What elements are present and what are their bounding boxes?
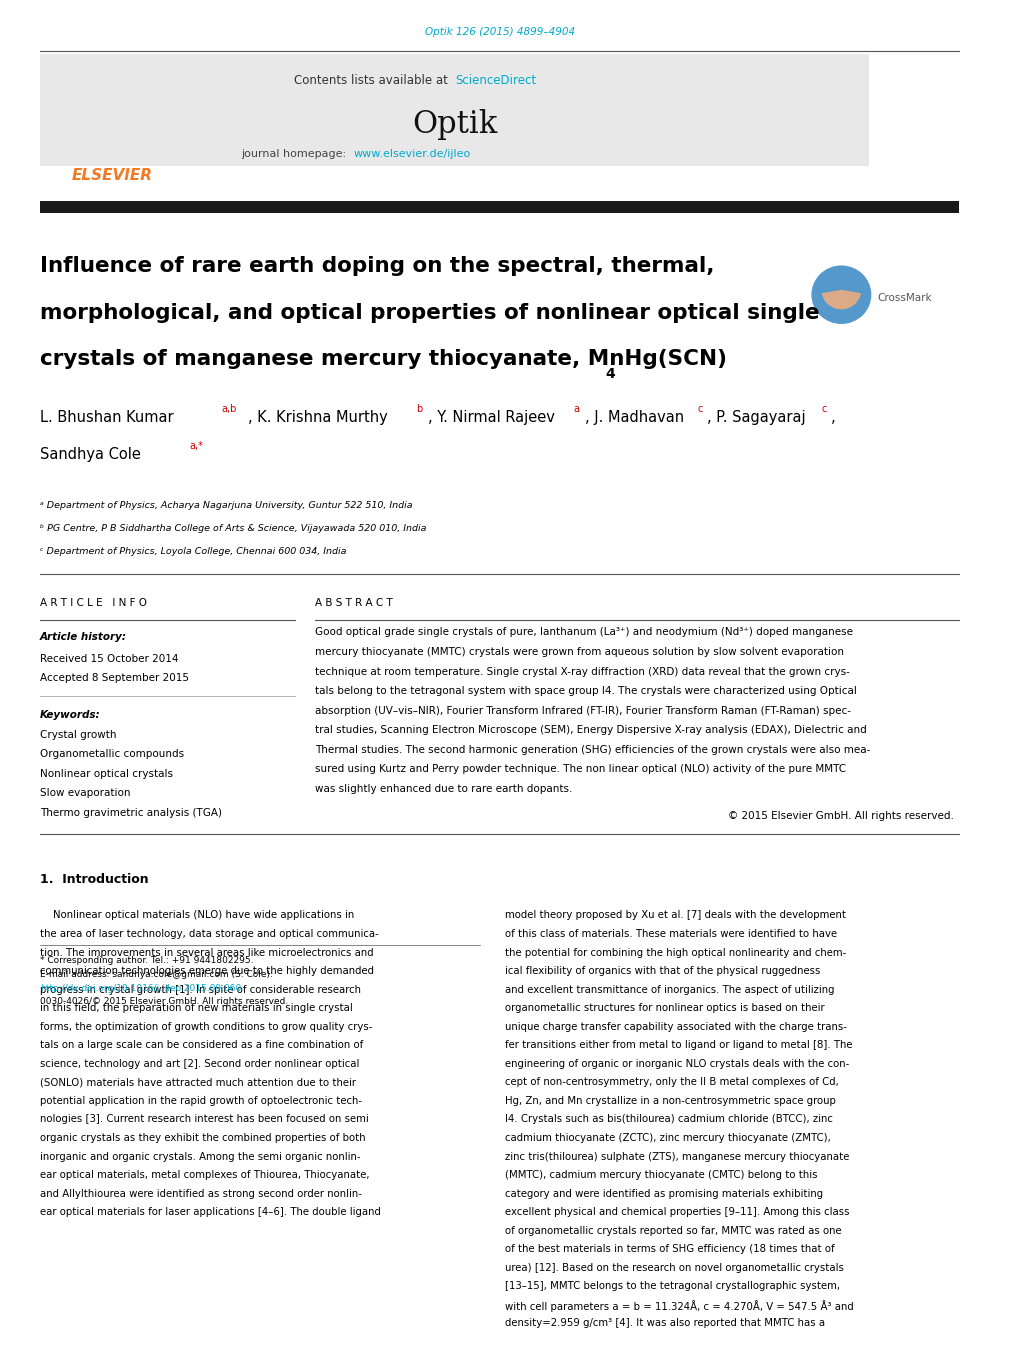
Text: Optik 126 (2015) 4899–4904: Optik 126 (2015) 4899–4904: [424, 27, 574, 38]
Text: nologies [3]. Current research interest has been focused on semi: nologies [3]. Current research interest …: [40, 1115, 368, 1124]
Text: (SONLO) materials have attracted much attention due to their: (SONLO) materials have attracted much at…: [40, 1077, 356, 1088]
Text: communication technologies emerge due to the highly demanded: communication technologies emerge due to…: [40, 966, 374, 977]
Text: CrossMark: CrossMark: [876, 293, 931, 303]
Text: of the best materials in terms of SHG efficiency (18 times that of: of the best materials in terms of SHG ef…: [504, 1244, 834, 1254]
Text: science, technology and art [2]. Second order nonlinear optical: science, technology and art [2]. Second …: [40, 1059, 359, 1069]
Text: a,b: a,b: [221, 404, 237, 413]
Text: was slightly enhanced due to rare earth dopants.: was slightly enhanced due to rare earth …: [315, 784, 572, 793]
Text: Nonlinear optical materials (NLO) have wide applications in: Nonlinear optical materials (NLO) have w…: [40, 911, 354, 920]
Text: the area of laser technology, data storage and optical communica-: the area of laser technology, data stora…: [40, 929, 378, 939]
Bar: [40, 201, 958, 212]
Text: potential application in the rapid growth of optoelectronic tech-: potential application in the rapid growt…: [40, 1096, 362, 1106]
Text: tals on a large scale can be considered as a fine combination of: tals on a large scale can be considered …: [40, 1040, 363, 1050]
Text: ,: ,: [829, 409, 835, 424]
Text: Contents lists available at: Contents lists available at: [293, 74, 451, 88]
Text: A B S T R A C T: A B S T R A C T: [315, 598, 392, 608]
Text: a: a: [573, 404, 579, 413]
Text: , J. Madhavan: , J. Madhavan: [584, 409, 683, 424]
Text: inorganic and organic crystals. Among the semi organic nonlin-: inorganic and organic crystals. Among th…: [40, 1151, 360, 1162]
Text: I4. Crystals such as bis(thilourea) cadmium chloride (BTCC), zinc: I4. Crystals such as bis(thilourea) cadm…: [504, 1115, 832, 1124]
Text: technique at room temperature. Single crystal X-ray diffraction (XRD) data revea: technique at room temperature. Single cr…: [315, 666, 849, 677]
Text: ear optical materials, metal complexes of Thiourea, Thiocyanate,: ear optical materials, metal complexes o…: [40, 1170, 369, 1179]
Text: ELSEVIER: ELSEVIER: [72, 168, 153, 184]
Wedge shape: [821, 290, 860, 309]
Text: engineering of organic or inorganic NLO crystals deals with the con-: engineering of organic or inorganic NLO …: [504, 1059, 848, 1069]
Text: Hg, Zn, and Mn crystallize in a non-centrosymmetric space group: Hg, Zn, and Mn crystallize in a non-cent…: [504, 1096, 835, 1106]
Text: organic crystals as they exhibit the combined properties of both: organic crystals as they exhibit the com…: [40, 1133, 365, 1143]
Text: Thermo gravimetric analysis (TGA): Thermo gravimetric analysis (TGA): [40, 808, 222, 817]
Text: Nonlinear optical crystals: Nonlinear optical crystals: [40, 769, 173, 780]
Text: mercury thiocyanate (MMTC) crystals were grown from aqueous solution by slow sol: mercury thiocyanate (MMTC) crystals were…: [315, 647, 843, 657]
Text: Influence of rare earth doping on the spectral, thermal,: Influence of rare earth doping on the sp…: [40, 255, 713, 276]
Text: density=2.959 g/cm³ [4]. It was also reported that MMTC has a: density=2.959 g/cm³ [4]. It was also rep…: [504, 1319, 824, 1328]
Text: with cell parameters a = b = 11.324Å, c = 4.270Å, V = 547.5 Å³ and: with cell parameters a = b = 11.324Å, c …: [504, 1300, 853, 1312]
FancyBboxPatch shape: [40, 54, 868, 166]
Text: Keywords:: Keywords:: [40, 711, 101, 720]
Text: ear optical materials for laser applications [4–6]. The double ligand: ear optical materials for laser applicat…: [40, 1208, 380, 1217]
Text: A R T I C L E   I N F O: A R T I C L E I N F O: [40, 598, 147, 608]
Text: * Corresponding author. Tel.: +91 9441802295.: * Corresponding author. Tel.: +91 944180…: [40, 957, 254, 966]
Text: ᶜ Department of Physics, Loyola College, Chennai 600 034, India: ᶜ Department of Physics, Loyola College,…: [40, 547, 346, 557]
Text: a,*: a,*: [190, 440, 204, 451]
Text: urea) [12]. Based on the research on novel organometallic crystals: urea) [12]. Based on the research on nov…: [504, 1263, 843, 1273]
Text: Sandhya Cole: Sandhya Cole: [40, 447, 141, 462]
Text: 4: 4: [605, 367, 614, 381]
Text: forms, the optimization of growth conditions to grow quality crys-: forms, the optimization of growth condit…: [40, 1021, 372, 1032]
Text: 1.  Introduction: 1. Introduction: [40, 873, 149, 886]
Text: excellent physical and chemical properties [9–11]. Among this class: excellent physical and chemical properti…: [504, 1208, 848, 1217]
Text: morphological, and optical properties of nonlinear optical single: morphological, and optical properties of…: [40, 303, 819, 323]
Text: ᵇ PG Centre, P B Siddhartha College of Arts & Science, Vijayawada 520 010, India: ᵇ PG Centre, P B Siddhartha College of A…: [40, 524, 426, 534]
Text: tral studies, Scanning Electron Microscope (SEM), Energy Dispersive X-ray analys: tral studies, Scanning Electron Microsco…: [315, 725, 866, 735]
Text: E-mail address: sandhya.cole@gmail.com (S. Cole).: E-mail address: sandhya.cole@gmail.com (…: [40, 970, 272, 979]
Text: ical flexibility of organics with that of the physical ruggedness: ical flexibility of organics with that o…: [504, 966, 819, 977]
Text: Good optical grade single crystals of pure, lanthanum (La³⁺) and neodymium (Nd³⁺: Good optical grade single crystals of pu…: [315, 627, 852, 638]
Text: , Y. Nirmal Rajeev: , Y. Nirmal Rajeev: [427, 409, 554, 424]
Text: [13–15], MMTC belongs to the tetragonal crystallographic system,: [13–15], MMTC belongs to the tetragonal …: [504, 1281, 839, 1292]
Text: of this class of materials. These materials were identified to have: of this class of materials. These materi…: [504, 929, 836, 939]
Text: Thermal studies. The second harmonic generation (SHG) efficiencies of the grown : Thermal studies. The second harmonic gen…: [315, 744, 869, 755]
Text: fer transitions either from metal to ligand or ligand to metal [8]. The: fer transitions either from metal to lig…: [504, 1040, 851, 1050]
Text: www.elsevier.de/ijleo: www.elsevier.de/ijleo: [354, 149, 471, 159]
Text: tals belong to the tetragonal system with space group I4. The crystals were char: tals belong to the tetragonal system wit…: [315, 686, 856, 696]
Text: Organometallic compounds: Organometallic compounds: [40, 750, 183, 759]
Text: Slow evaporation: Slow evaporation: [40, 789, 130, 798]
Text: unique charge transfer capability associated with the charge trans-: unique charge transfer capability associ…: [504, 1021, 846, 1032]
Text: crystals of manganese mercury thiocyanate, MnHg(SCN): crystals of manganese mercury thiocyanat…: [40, 350, 727, 369]
Text: Crystal growth: Crystal growth: [40, 730, 116, 740]
Text: of organometallic crystals reported so far, MMTC was rated as one: of organometallic crystals reported so f…: [504, 1225, 841, 1236]
Text: http://dx.doi.org/10.1016/j.ijleo.2015.09.060: http://dx.doi.org/10.1016/j.ijleo.2015.0…: [40, 984, 240, 993]
Text: 0030-4026/© 2015 Elsevier GmbH. All rights reserved.: 0030-4026/© 2015 Elsevier GmbH. All righ…: [40, 997, 288, 1006]
Text: sured using Kurtz and Perry powder technique. The non linear optical (NLO) activ: sured using Kurtz and Perry powder techn…: [315, 765, 845, 774]
Text: © 2015 Elsevier GmbH. All rights reserved.: © 2015 Elsevier GmbH. All rights reserve…: [728, 811, 954, 821]
Text: organometallic structures for nonlinear optics is based on their: organometallic structures for nonlinear …: [504, 1004, 823, 1013]
Text: and excellent transmittance of inorganics. The aspect of utilizing: and excellent transmittance of inorganic…: [504, 985, 834, 994]
Text: ᵃ Department of Physics, Acharya Nagarjuna University, Guntur 522 510, India: ᵃ Department of Physics, Acharya Nagarju…: [40, 501, 413, 509]
Text: cept of non-centrosymmetry, only the II B metal complexes of Cd,: cept of non-centrosymmetry, only the II …: [504, 1077, 838, 1088]
Text: Received 15 October 2014: Received 15 October 2014: [40, 654, 178, 663]
Text: progress in crystal growth [1]. In spite of considerable research: progress in crystal growth [1]. In spite…: [40, 985, 361, 994]
Text: , P. Sagayaraj: , P. Sagayaraj: [707, 409, 805, 424]
Text: in this field, the preparation of new materials in single crystal: in this field, the preparation of new ma…: [40, 1004, 353, 1013]
Text: tion. The improvements in several areas like microelectronics and: tion. The improvements in several areas …: [40, 947, 373, 958]
Text: and Allylthiourea were identified as strong second order nonlin-: and Allylthiourea were identified as str…: [40, 1189, 362, 1198]
Text: , K. Krishna Murthy: , K. Krishna Murthy: [248, 409, 387, 424]
Text: model theory proposed by Xu et al. [7] deals with the development: model theory proposed by Xu et al. [7] d…: [504, 911, 845, 920]
Text: absorption (UV–vis–NIR), Fourier Transform Infrared (FT-IR), Fourier Transform R: absorption (UV–vis–NIR), Fourier Transfo…: [315, 705, 850, 716]
Text: zinc tris(thilourea) sulphate (ZTS), manganese mercury thiocyanate: zinc tris(thilourea) sulphate (ZTS), man…: [504, 1151, 848, 1162]
Text: (MMTC), cadmium mercury thiocyanate (CMTC) belong to this: (MMTC), cadmium mercury thiocyanate (CMT…: [504, 1170, 816, 1179]
Text: b: b: [416, 404, 422, 413]
Text: the potential for combining the high optical nonlinearity and chem-: the potential for combining the high opt…: [504, 947, 845, 958]
Text: Accepted 8 September 2015: Accepted 8 September 2015: [40, 673, 189, 684]
Text: journal homepage:: journal homepage:: [240, 149, 350, 159]
Text: L. Bhushan Kumar: L. Bhushan Kumar: [40, 409, 173, 424]
Text: c: c: [697, 404, 702, 413]
Text: category and were identified as promising materials exhibiting: category and were identified as promisin…: [504, 1189, 822, 1198]
Text: Optik: Optik: [412, 109, 497, 141]
Circle shape: [810, 265, 870, 324]
Text: ScienceDirect: ScienceDirect: [455, 74, 536, 88]
Text: c: c: [820, 404, 826, 413]
Text: cadmium thiocyanate (ZCTC), zinc mercury thiocyanate (ZMTC),: cadmium thiocyanate (ZCTC), zinc mercury…: [504, 1133, 829, 1143]
Text: Article history:: Article history:: [40, 632, 126, 642]
